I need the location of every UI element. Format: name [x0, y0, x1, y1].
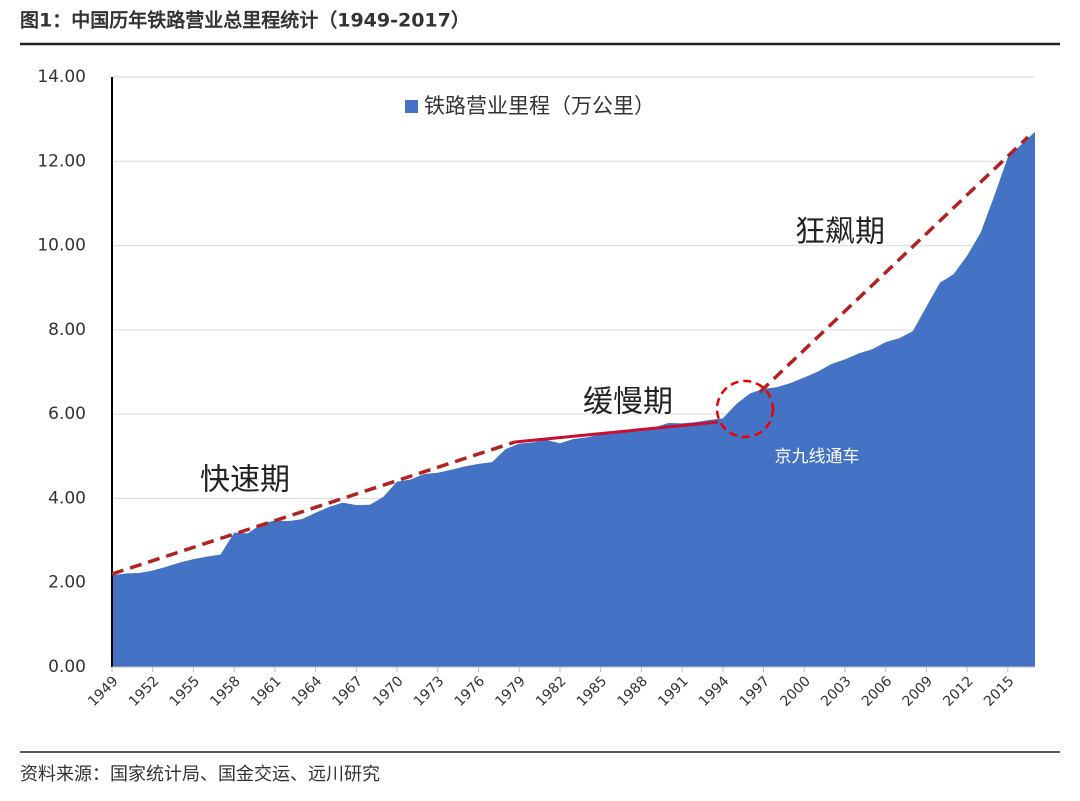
x-tick-label: 1997	[737, 673, 774, 710]
x-tick-label: 1982	[533, 673, 570, 710]
x-tick-label: 1949	[85, 673, 122, 710]
x-tick-label: 2015	[981, 673, 1018, 710]
x-tick-label: 2003	[818, 673, 855, 710]
chart-title: 图1：中国历年铁路营业总里程统计（1949-2017）	[20, 9, 470, 32]
trend-boom	[758, 135, 1030, 394]
highlight-circle	[715, 379, 775, 439]
x-tick-label: 1970	[370, 673, 407, 710]
annotation: 狂飙期	[795, 215, 885, 250]
y-tick-label: 10.00	[37, 236, 86, 256]
y-tick-label: 0.00	[48, 657, 86, 677]
trend-slow	[514, 420, 719, 444]
x-tick-label: 1985	[574, 673, 611, 710]
x-tick-label: 1994	[696, 673, 733, 710]
x-tick-label: 1952	[126, 673, 163, 710]
area	[112, 131, 1035, 668]
x-tick-label: 1961	[248, 673, 285, 710]
legend-swatch	[405, 100, 418, 113]
x-tick-label: 1958	[207, 673, 244, 710]
annotation: 缓慢期	[583, 385, 673, 420]
x-tick-label: 2006	[859, 673, 896, 710]
source: 资料来源：国家统计局、国金交运、远川研究	[20, 764, 380, 785]
y-tick-label: 2.00	[48, 573, 86, 593]
x-tick-label: 1973	[411, 673, 448, 710]
x-tick-label: 1967	[329, 673, 366, 710]
y-tick-label: 8.00	[48, 320, 86, 340]
x-tick-label: 1955	[167, 673, 204, 710]
y-tick-label: 6.00	[48, 404, 86, 424]
y-tick-label: 14.00	[37, 67, 86, 87]
y-tick-label: 12.00	[37, 151, 86, 171]
x-tick-label: 2000	[777, 673, 814, 710]
x-tick-label: 2012	[940, 673, 977, 710]
x-tick-label: 1988	[615, 673, 652, 710]
x-tick-label: 1976	[452, 673, 489, 710]
y-tick-label: 4.00	[48, 488, 86, 508]
annotation: 快速期	[200, 463, 290, 498]
x-tick-label: 1991	[655, 673, 692, 710]
x-tick-label: 1964	[289, 673, 326, 710]
annotation: 京九线通车	[775, 447, 860, 467]
x-tick-label: 1979	[492, 673, 529, 710]
x-tick-label: 2009	[900, 673, 937, 710]
legend-label: 铁路营业里程（万公里）	[424, 94, 655, 118]
trend-fast	[111, 440, 516, 576]
